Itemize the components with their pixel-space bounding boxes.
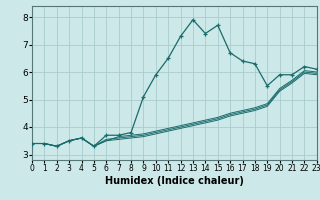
X-axis label: Humidex (Indice chaleur): Humidex (Indice chaleur) (105, 176, 244, 186)
